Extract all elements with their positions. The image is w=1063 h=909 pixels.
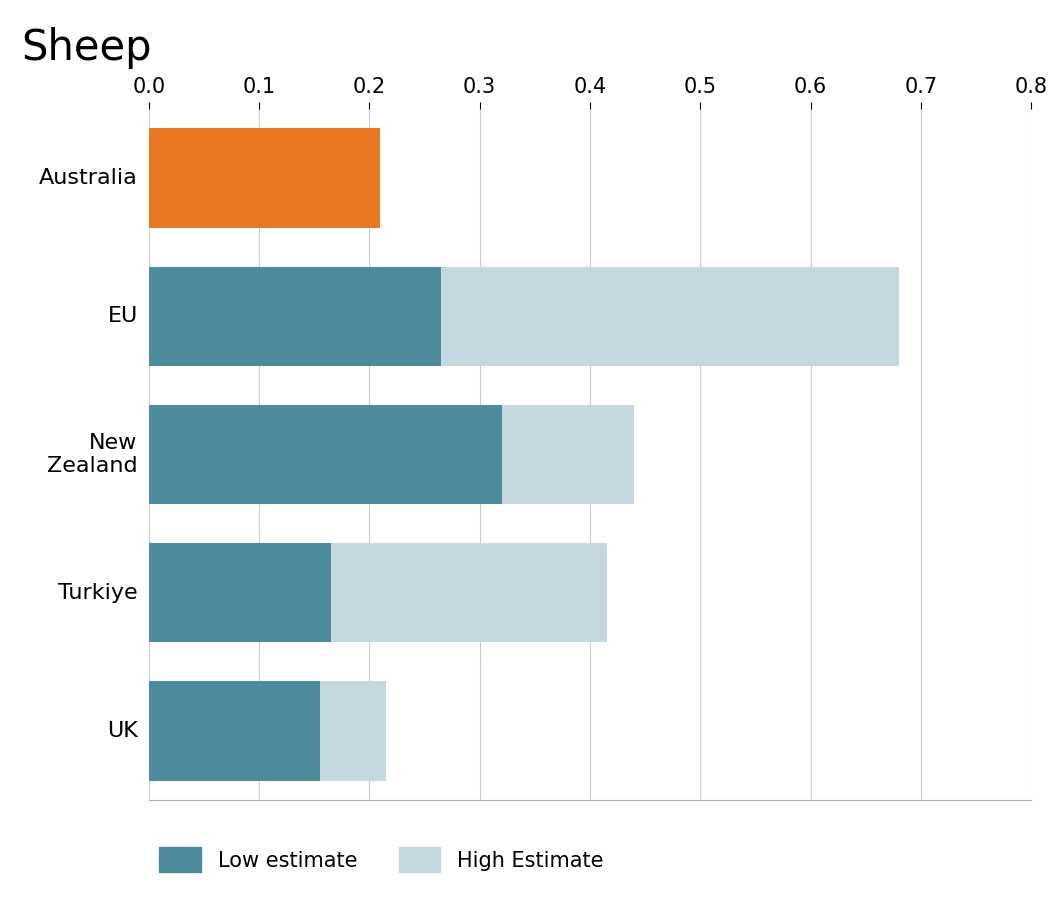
Bar	[149, 543, 331, 643]
Bar	[149, 266, 441, 366]
Bar	[149, 405, 634, 504]
Legend: Low estimate, High Estimate: Low estimate, High Estimate	[159, 847, 604, 873]
Bar	[149, 128, 381, 228]
Bar	[149, 266, 899, 366]
Bar	[149, 405, 502, 504]
Bar	[149, 681, 386, 781]
Bar	[149, 543, 607, 643]
Bar	[149, 681, 320, 781]
Text: Sheep: Sheep	[21, 27, 152, 69]
